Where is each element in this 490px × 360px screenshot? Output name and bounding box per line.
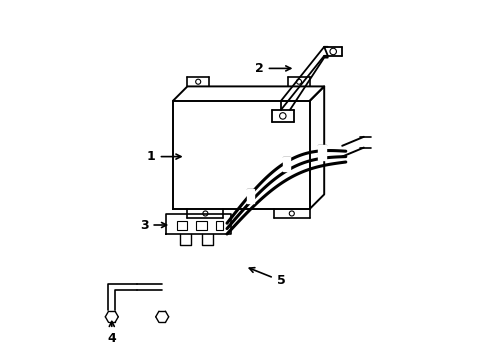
Text: 1: 1 — [147, 150, 181, 163]
Bar — [283, 157, 290, 171]
Text: 2: 2 — [255, 62, 291, 75]
Bar — [196, 221, 207, 230]
Text: 5: 5 — [249, 268, 285, 287]
Bar — [176, 221, 187, 230]
Bar — [216, 221, 223, 230]
Bar — [318, 145, 326, 160]
Text: 4: 4 — [107, 321, 116, 345]
Text: 3: 3 — [140, 219, 167, 231]
Bar — [247, 189, 254, 203]
